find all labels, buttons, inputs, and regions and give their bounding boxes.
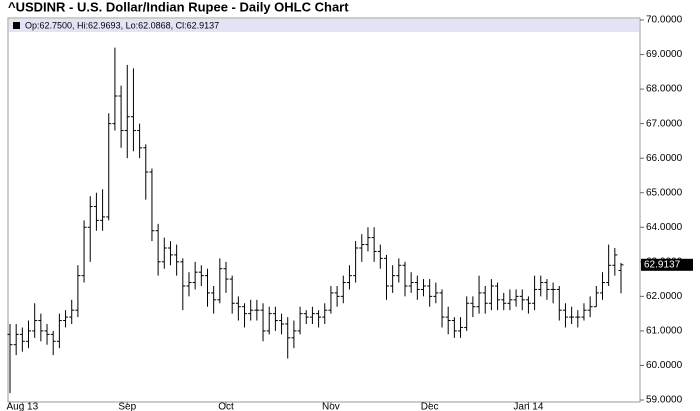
x-tick-label: Nov [322,402,340,411]
chart-title: ^USDINR - U.S. Dollar/Indian Rupee - Dai… [8,0,349,14]
y-tick-label: 60.0000 [646,360,683,371]
legend-icon [13,22,20,29]
y-tick-label: 70.0000 [646,15,683,26]
y-tick-label: 62.0000 [646,291,683,302]
y-tick-label: 69.0000 [646,49,683,60]
x-tick-label: Sep [118,402,136,411]
x-tick-label: Dec [421,402,439,411]
plot-area [7,17,641,403]
legend-text: Op:62.7500, Hi:62.9693, Lo:62.0868, Cl:6… [25,20,219,30]
y-tick-label: 59.0000 [646,395,683,406]
y-tick-label: 66.0000 [646,153,683,164]
legend-band [9,19,639,32]
y-tick-label: 68.0000 [646,84,683,95]
y-tick-label: 67.0000 [646,118,683,129]
last-price-box [641,258,693,271]
x-tick-label: Jan 14 [513,402,543,411]
x-tick-label: Oct [218,402,234,411]
x-tick-label: Aug 13 [6,402,38,411]
y-tick-label: 64.0000 [646,222,683,233]
y-tick-label: 61.0000 [646,326,683,337]
last-price-label: 62.9137 [644,259,681,270]
y-tick-label: 65.0000 [646,187,683,198]
